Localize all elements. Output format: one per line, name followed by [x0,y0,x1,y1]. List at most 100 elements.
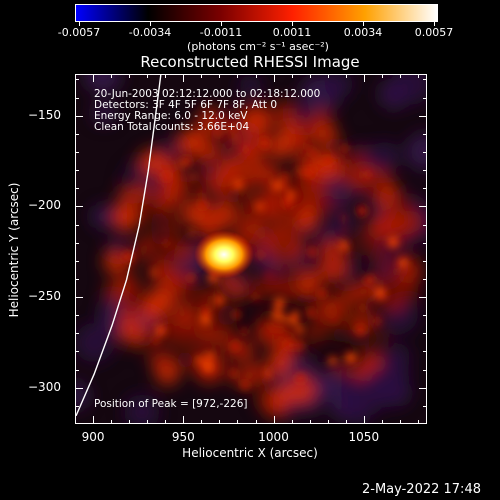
background-noise-blob [318,377,340,399]
x-axis-tick [309,420,311,424]
x-axis-tick [147,420,149,424]
x-axis-tick [129,420,131,424]
detectors-annotation: Detectors: 3F 4F 5F 6F 7F 8F, Att 0 [94,99,278,111]
emission-blob [228,192,240,204]
emission-blob [173,240,195,262]
emission-spot [227,124,236,133]
x-axis-tick-top [345,74,347,78]
emission-spot [296,169,301,174]
y-axis-tick-right [423,170,427,172]
emission-spots [122,124,409,390]
emission-spot [282,183,290,191]
emission-spot [307,247,317,257]
x-axis-tick [363,416,365,424]
y-axis-tick-right [423,133,427,135]
emission-blob [209,167,236,194]
emission-spot [231,310,241,320]
y-axis-tick-right [423,151,427,153]
emission-blob [336,305,361,330]
emission-spot [266,273,271,278]
y-axis-tick-right [423,224,427,226]
x-axis-tick-top [399,74,401,78]
emission-spot [229,369,238,378]
x-axis-tick [399,420,401,424]
emission-spot [310,149,318,158]
y-axis-tick [75,369,79,371]
emission-blob [118,189,130,202]
emission-blob [276,277,296,297]
emission-spot [256,251,264,259]
x-axis-tick [417,420,419,424]
emission-blob [171,324,196,350]
emission-spot [374,317,381,325]
emission-spot [295,341,304,350]
x-axis-tick-top [93,74,95,82]
emission-spot [187,273,196,282]
emission-blob [288,376,316,404]
emission-spot [199,313,212,326]
y-tick-label: −150 [28,107,61,122]
y-axis-tick [75,151,79,153]
y-axis-tick-right [423,188,427,190]
emission-spot [344,351,357,364]
emission-spot [284,339,294,350]
energy-range-annotation: Energy Range: 6.0 - 12.0 keV [94,110,248,122]
background-noise-blob [123,394,160,423]
emission-blob [290,263,303,275]
emission-spot [202,361,214,373]
emission-blob [229,282,246,300]
y-axis-tick [75,170,79,172]
emission-blob [373,252,385,264]
emission-spot [380,294,386,301]
emission-spot [295,373,306,384]
x-axis-tick-top [183,74,185,82]
emission-blob [347,177,361,191]
emission-blob [245,363,264,381]
emission-spot [268,323,277,331]
emission-spot [331,316,337,322]
emission-blob [161,257,175,271]
x-axis-tick [381,420,383,424]
emission-blob [196,107,223,134]
emission-blob [216,304,238,327]
emission-blob [288,243,302,256]
emission-blob [133,237,156,259]
emission-spot [272,180,283,191]
emission-spot [181,156,192,167]
y-axis-tick-right [423,242,427,244]
emission-blob [336,171,350,185]
emission-blob [168,168,180,179]
colorbar-tick [79,22,80,26]
emission-blob [310,108,332,130]
emission-spot [304,167,316,178]
y-axis-tick [75,115,83,117]
emission-spot [323,156,333,166]
x-axis-tick-top [273,74,275,82]
emission-spot [240,328,248,335]
emission-spot [277,325,285,332]
emission-spot [198,190,205,196]
emission-spot [271,309,283,321]
colorbar-tick [292,22,293,26]
emission-spot [152,336,160,344]
y-axis-tick-right [423,315,427,317]
background-noise-blob [238,75,262,98]
emission-blob [245,111,269,135]
y-tick-label: −300 [28,379,61,394]
emission-spot [356,205,368,217]
x-axis-tick [219,420,221,424]
y-axis-tick [75,297,83,299]
emission-blob [175,166,194,185]
emission-spot [282,196,294,209]
background-noise-blob [369,141,400,173]
emission-blob [274,100,297,124]
emission-blob [360,174,387,202]
emission-blob [375,331,391,347]
x-axis-tick-top [237,74,239,78]
emission-blob [337,198,355,216]
y-axis-tick [75,224,79,226]
y-axis-tick [75,387,83,389]
colorbar-tick-label: -0.0034 [128,26,172,39]
emission-spot [299,138,304,143]
peak-position-annotation: Position of Peak = [972,-226] [94,398,248,410]
